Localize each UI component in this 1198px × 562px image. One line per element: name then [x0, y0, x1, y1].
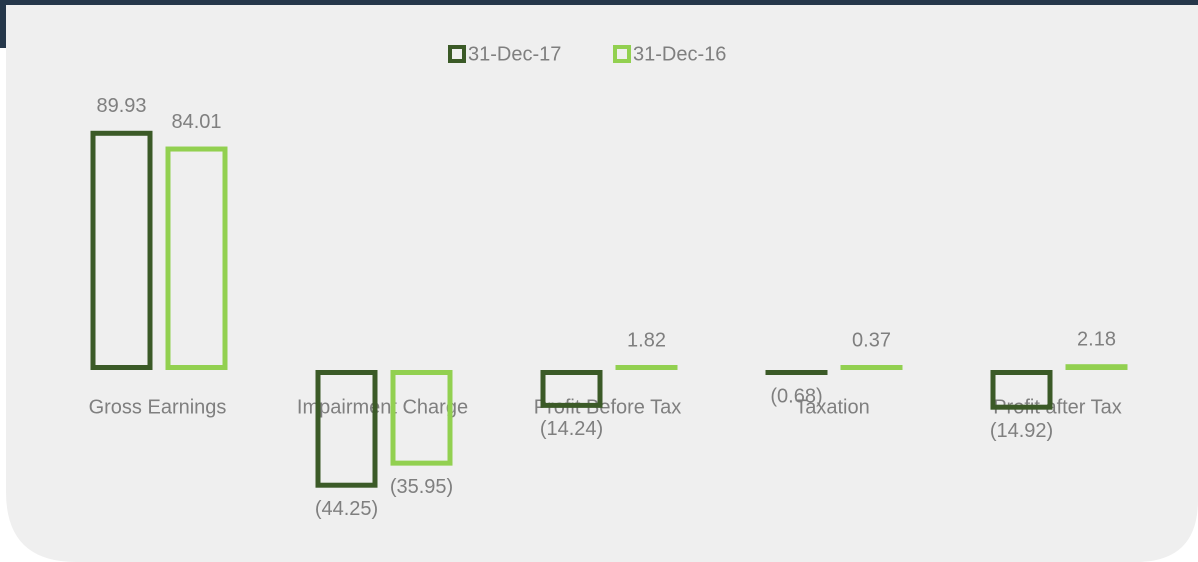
- x-tick-label: Profit after Tax: [993, 396, 1122, 418]
- value-label: (14.92): [990, 420, 1053, 442]
- value-label: (14.24): [540, 418, 603, 440]
- x-tick-label: Gross Earnings: [89, 396, 227, 418]
- legend-label: 31-Dec-16: [633, 43, 726, 65]
- legend-label: 31-Dec-17: [468, 43, 561, 65]
- legend-swatch: [448, 45, 466, 63]
- legend-swatch: [613, 45, 631, 63]
- bar: [315, 370, 378, 488]
- x-tick-label: Taxation: [795, 396, 870, 418]
- bar: [840, 365, 903, 370]
- value-label: 0.37: [852, 329, 891, 351]
- value-label: 89.93: [96, 95, 146, 117]
- bar: [765, 370, 828, 375]
- bar: [90, 130, 153, 370]
- bar: [540, 370, 603, 408]
- bar: [1065, 364, 1128, 371]
- value-label: 1.82: [627, 329, 666, 351]
- x-tick-label: Impairment Charge: [297, 396, 468, 418]
- bar: [390, 370, 453, 466]
- bar: [615, 365, 678, 370]
- value-label: 2.18: [1077, 328, 1116, 350]
- x-tick-label: Profit Before Tax: [534, 396, 681, 418]
- bar: [165, 146, 228, 370]
- value-label: (44.25): [315, 498, 378, 520]
- header-strip: [0, 0, 1198, 48]
- panel: [6, 5, 1198, 562]
- value-label: (0.68): [770, 385, 822, 407]
- value-label: 84.01: [171, 111, 221, 133]
- value-label: (35.95): [390, 476, 453, 498]
- bar: [990, 370, 1053, 410]
